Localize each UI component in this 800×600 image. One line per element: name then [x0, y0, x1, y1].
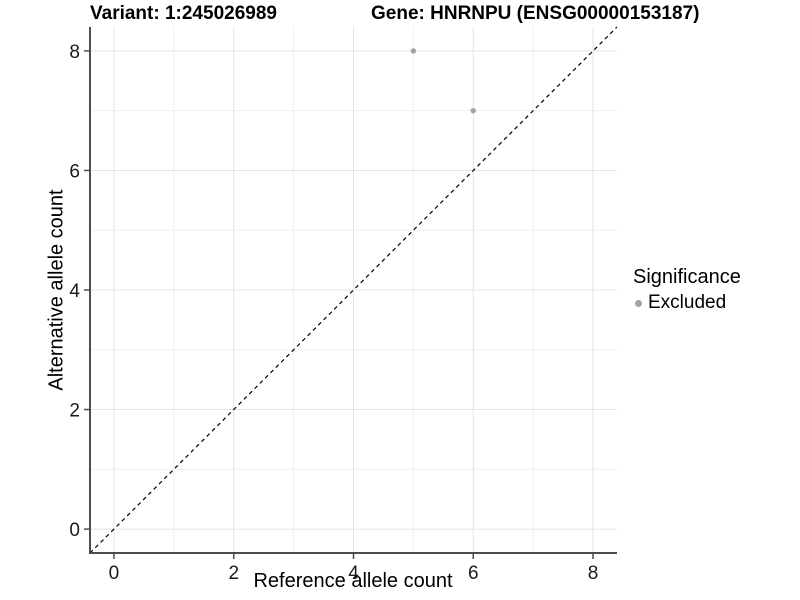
y-tick-label: 0 [69, 520, 80, 541]
x-tick-label: 8 [588, 563, 599, 584]
plot-title-variant: Variant: 1:245026989 [90, 3, 277, 24]
legend-item-label: Excluded [648, 292, 727, 313]
y-axis-label: Alternative allele count [45, 189, 68, 391]
legend-title: Significance [633, 266, 741, 288]
plot-title-gene: Gene: HNRNPU (ENSG00000153187) [371, 3, 700, 24]
x-tick-label: 6 [468, 563, 479, 584]
data-point [470, 107, 476, 114]
x-tick-label: 2 [228, 563, 239, 584]
y-tick-label: 4 [69, 281, 80, 302]
y-tick-label: 8 [69, 42, 80, 63]
y-tick-label: 6 [69, 161, 80, 182]
x-tick-label: 0 [109, 563, 120, 584]
legend: Significance Excluded [633, 266, 741, 314]
legend-item-excluded: Excluded [633, 292, 741, 314]
x-axis-label: Reference allele count [253, 570, 453, 592]
legend-point-icon [635, 299, 642, 307]
data-point [410, 48, 417, 54]
y-tick-label: 2 [69, 401, 80, 422]
x-tick-label: 4 [348, 563, 359, 584]
